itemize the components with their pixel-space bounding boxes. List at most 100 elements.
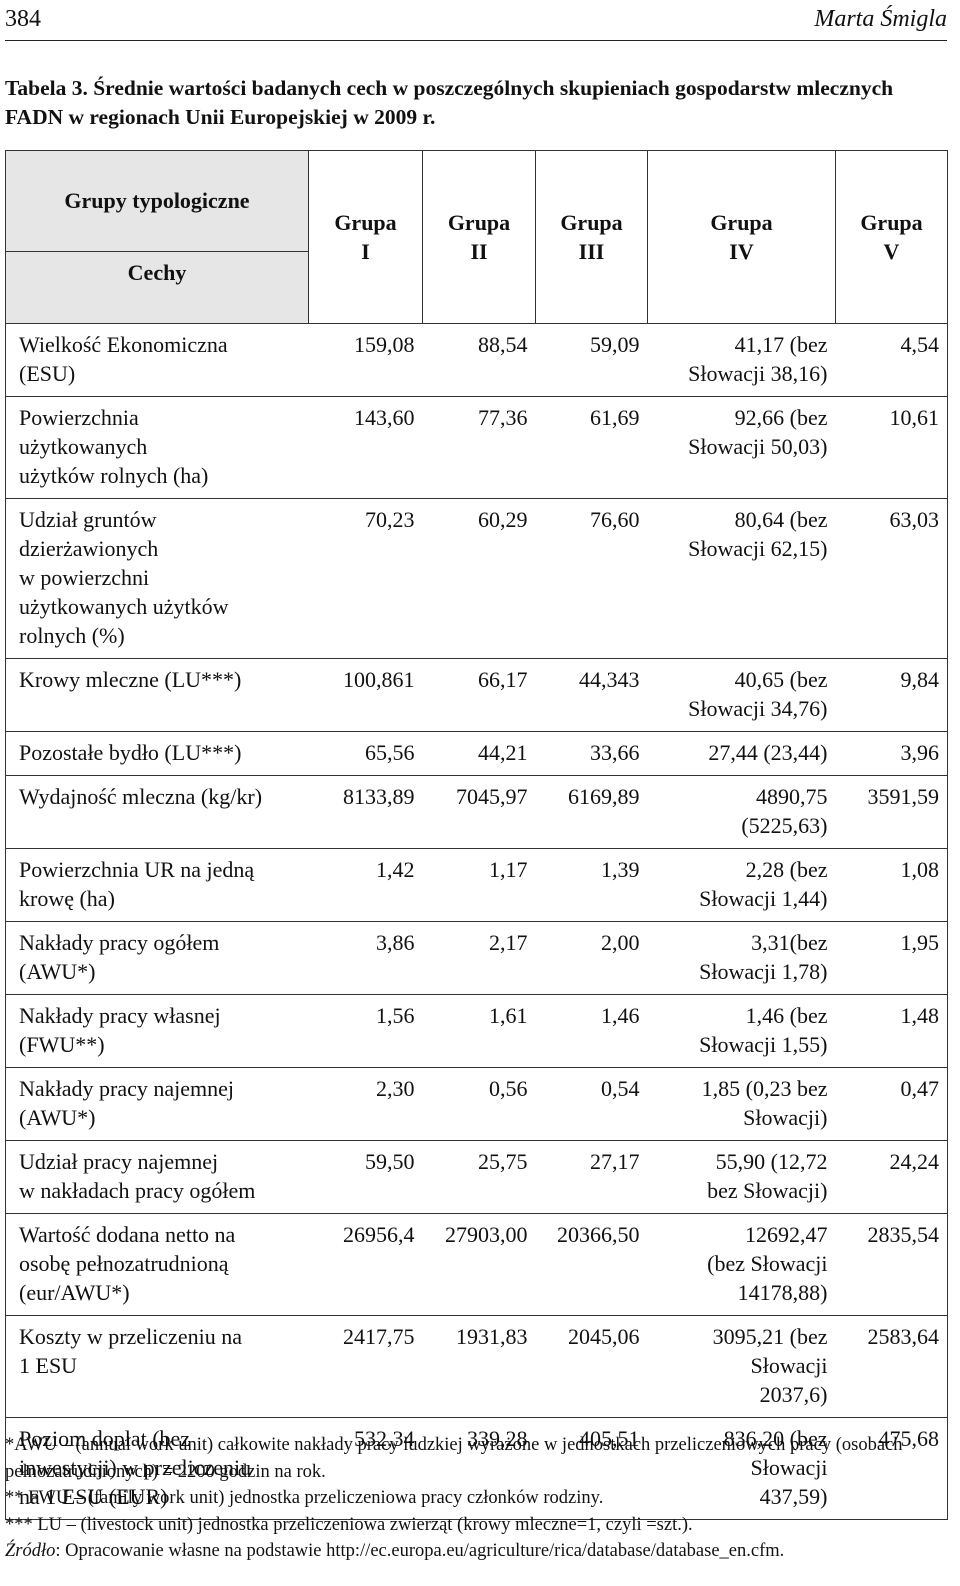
running-header: 384 Marta Śmigla — [5, 4, 947, 41]
cell-value: 1,17 — [422, 848, 536, 922]
row-label: Nakłady pracy własnej (FWU**) — [5, 994, 309, 1068]
corner-bottom: Cechy — [6, 251, 308, 294]
table-row: Nakłady pracy ogółem (AWU*) 3,86 2,17 2,00 3… — [5, 921, 948, 995]
cell-value: 70,23 — [308, 498, 423, 659]
cell-value: 1,61 — [422, 994, 536, 1068]
table-row: Pozostałe bydło (LU***) 65,56 44,21 33,66 27… — [5, 731, 948, 776]
cell-value: 66,17 — [422, 658, 536, 732]
column-header: Grupa V — [835, 150, 948, 324]
cell-value: 1,42 — [308, 848, 423, 922]
row-label: Pozostałe bydło (LU***) — [5, 731, 309, 776]
cell-value: 55,90 (12,72 bez Słowacji) — [647, 1140, 836, 1214]
cell-value: 88,54 — [422, 323, 536, 397]
cell-value: 10,61 — [835, 396, 948, 499]
cell-value: 26956,4 — [308, 1213, 423, 1316]
cell-value: 6169,89 — [535, 775, 648, 849]
cell-value: 4890,75 (5225,63) — [647, 775, 836, 849]
table-row: Wydajność mleczna (kg/kr) 8133,89 7045,97 6… — [5, 775, 948, 849]
row-label: Powierzchnia UR na jedną krowę (ha) — [5, 848, 309, 922]
table-row: Nakłady pracy własnej (FWU**) 1,56 1,61 1,4… — [5, 994, 948, 1068]
source-label: Źródło — [5, 1541, 56, 1561]
cell-value: 1,08 — [835, 848, 948, 922]
cell-value: 44,21 — [422, 731, 536, 776]
cell-value: 44,343 — [535, 658, 648, 732]
row-label: Nakłady pracy najemnej (AWU*) — [5, 1067, 309, 1141]
cell-value: 2,17 — [422, 921, 536, 995]
cell-value: 1,39 — [535, 848, 648, 922]
cell-value: 80,64 (bez Słowacji 62,15) — [647, 498, 836, 659]
cell-value: 3591,59 — [835, 775, 948, 849]
table-row: Powierzchnia użytkowanych użytków rolnyc… — [5, 396, 948, 499]
table-row: Udział gruntów dzierżawionych w powierzc… — [5, 498, 948, 659]
table-caption: Tabela 3. Średnie wartości badanych cech… — [5, 76, 894, 129]
row-label: Wielkość Ekonomiczna (ESU) — [5, 323, 309, 397]
cell-value: 2417,75 — [308, 1315, 423, 1418]
cell-value: 27,17 — [535, 1140, 648, 1214]
table-row: Nakłady pracy najemnej (AWU*) 2,30 0,56 0,5… — [5, 1067, 948, 1141]
cell-value: 2835,54 — [835, 1213, 948, 1316]
author: Marta Śmigla — [814, 6, 947, 32]
cell-value: 1931,83 — [422, 1315, 536, 1418]
table-row: Krowy mleczne (LU***) 100,861 66,17 44,343 4… — [5, 658, 948, 732]
cell-value: 159,08 — [308, 323, 423, 397]
table-row: Udział pracy najemnej w nakładach pracy … — [5, 1140, 948, 1214]
cell-value: 2045,06 — [535, 1315, 648, 1418]
cell-value: 2,28 (bez Słowacji 1,44) — [647, 848, 836, 922]
cell-value: 60,29 — [422, 498, 536, 659]
cell-value: 405,51 — [535, 1417, 648, 1520]
cell-value: 143,60 — [308, 396, 423, 499]
cell-value: 475,68 — [835, 1417, 948, 1520]
cell-value: 33,66 — [535, 731, 648, 776]
cell-value: 2583,64 — [835, 1315, 948, 1418]
row-label: Udział gruntów dzierżawionych w powierzc… — [5, 498, 309, 659]
footnote: *AWU – (annual work unit) całkowite nakł… — [5, 1435, 903, 1482]
cell-value: 2,00 — [535, 921, 648, 995]
source-note: Źródło: Opracowanie własne na podstawie … — [5, 1538, 950, 1565]
table-row: Wielkość Ekonomiczna (ESU) 159,08 88,54 59,… — [5, 323, 948, 397]
cell-value: 63,03 — [835, 498, 948, 659]
corner-top: Grupy typologiczne — [64, 188, 250, 213]
cell-value: 532,34 — [308, 1417, 423, 1520]
cell-value: 92,66 (bez Słowacji 50,03) — [647, 396, 836, 499]
cell-value: 0,54 — [535, 1067, 648, 1141]
page-number: 384 — [5, 6, 41, 32]
cell-value: 8133,89 — [308, 775, 423, 849]
row-label: Udział pracy najemnej w nakładach pracy … — [5, 1140, 309, 1214]
cell-value: 3,96 — [835, 731, 948, 776]
footnote: ** FWU – (family work unit) jednostka pr… — [5, 1488, 604, 1508]
table-row: Poziom dopłat (bez inwestycji) w przelic… — [5, 1417, 948, 1520]
cell-value: 9,84 — [835, 658, 948, 732]
cell-value: 2,30 — [308, 1067, 423, 1141]
row-label: Wydajność mleczna (kg/kr) — [5, 775, 309, 849]
data-table: Grupy typologiczne Cechy Grupa I Grupa II… — [5, 150, 948, 1520]
cell-value: 339,28 — [422, 1417, 536, 1520]
column-header: Grupa IV — [647, 150, 836, 324]
cell-value: 65,56 — [308, 731, 423, 776]
cell-value: 40,65 (bez Słowacji 34,76) — [647, 658, 836, 732]
cell-value: 7045,97 — [422, 775, 536, 849]
cell-value: 0,47 — [835, 1067, 948, 1141]
table-row: Powierzchnia UR na jedną krowę (ha) 1,42 1… — [5, 848, 948, 922]
header-row: Grupy typologiczne Cechy Grupa I Grupa II… — [5, 150, 948, 324]
corner-cell: Grupy typologiczne Cechy — [5, 150, 309, 324]
row-label: Nakłady pracy ogółem (AWU*) — [5, 921, 309, 995]
cell-value: 3,31(bez Słowacji 1,78) — [647, 921, 836, 995]
table-row: Koszty w przeliczeniu na 1 ESU 2417,75 193… — [5, 1315, 948, 1418]
cell-value: 1,85 (0,23 bez Słowacji) — [647, 1067, 836, 1141]
cell-value: 4,54 — [835, 323, 948, 397]
cell-value: 0,56 — [422, 1067, 536, 1141]
column-header: Grupa II — [422, 150, 536, 324]
cell-value: 3,86 — [308, 921, 423, 995]
footnotes: *AWU – (annual work unit) całkowite nakł… — [5, 1432, 950, 1565]
source-text: : Opracowanie własne na podstawie http:/… — [55, 1541, 785, 1561]
cell-value: 3095,21 (bez Słowacji 2037,6) — [647, 1315, 836, 1418]
cell-value: 1,46 — [535, 994, 648, 1068]
cell-value: 59,50 — [308, 1140, 423, 1214]
cell-value: 1,46 (bez Słowacji 1,55) — [647, 994, 836, 1068]
row-label: Powierzchnia użytkowanych użytków rolnyc… — [5, 396, 309, 499]
cell-value: 27,44 (23,44) — [647, 731, 836, 776]
cell-value: 25,75 — [422, 1140, 536, 1214]
row-label: Wartość dodana netto na osobę pełnozatru… — [5, 1213, 309, 1316]
cell-value: 61,69 — [535, 396, 648, 499]
